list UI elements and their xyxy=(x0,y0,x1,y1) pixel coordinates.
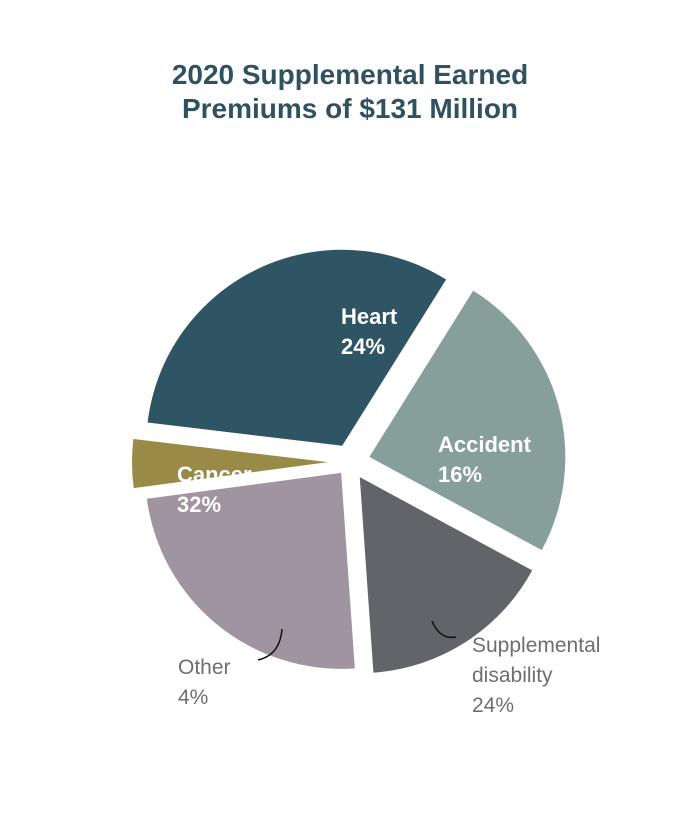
pie-slice-cancer xyxy=(147,249,447,446)
pie-slice-supplemental-disability xyxy=(146,472,355,669)
slice-name-accident: Accident xyxy=(438,432,532,457)
slice-name-supplemental-disability: Supplemental xyxy=(472,634,600,657)
slice-label-other: Other 4% xyxy=(178,656,231,709)
chart-title-line-2: Premiums of $131 Million xyxy=(181,93,519,124)
slice-label-cancer: Cancer 32% xyxy=(177,462,252,517)
slice-value-heart: 24% xyxy=(341,334,385,359)
pie-slice-other xyxy=(132,438,329,489)
leader-line-other xyxy=(257,628,283,661)
slice-label-accident: Accident 16% xyxy=(438,432,532,487)
slice-value-cancer: 32% xyxy=(177,492,221,517)
chart-title-line-1: 2020 Supplemental Earned xyxy=(171,59,529,90)
slice-label-supplemental-disability: Supplemental disability 24% xyxy=(472,634,600,717)
slice-value-other: 4% xyxy=(178,686,208,709)
slice-value-supplemental-disability: 24% xyxy=(472,694,514,717)
pie-slice-heart xyxy=(369,290,566,551)
chart-title: 2020 Supplemental Earned Premiums of $13… xyxy=(0,58,700,126)
pie-slice-accident xyxy=(359,477,533,673)
slice-name-supplemental-disability: disability xyxy=(472,664,553,687)
slice-name-other: Other xyxy=(178,656,231,679)
slice-value-accident: 16% xyxy=(438,462,482,487)
slice-label-heart: Heart 24% xyxy=(341,304,398,359)
slice-name-cancer: Cancer xyxy=(177,462,252,487)
leader-line-supplemental-disability xyxy=(431,620,457,639)
slice-name-heart: Heart xyxy=(341,304,398,329)
